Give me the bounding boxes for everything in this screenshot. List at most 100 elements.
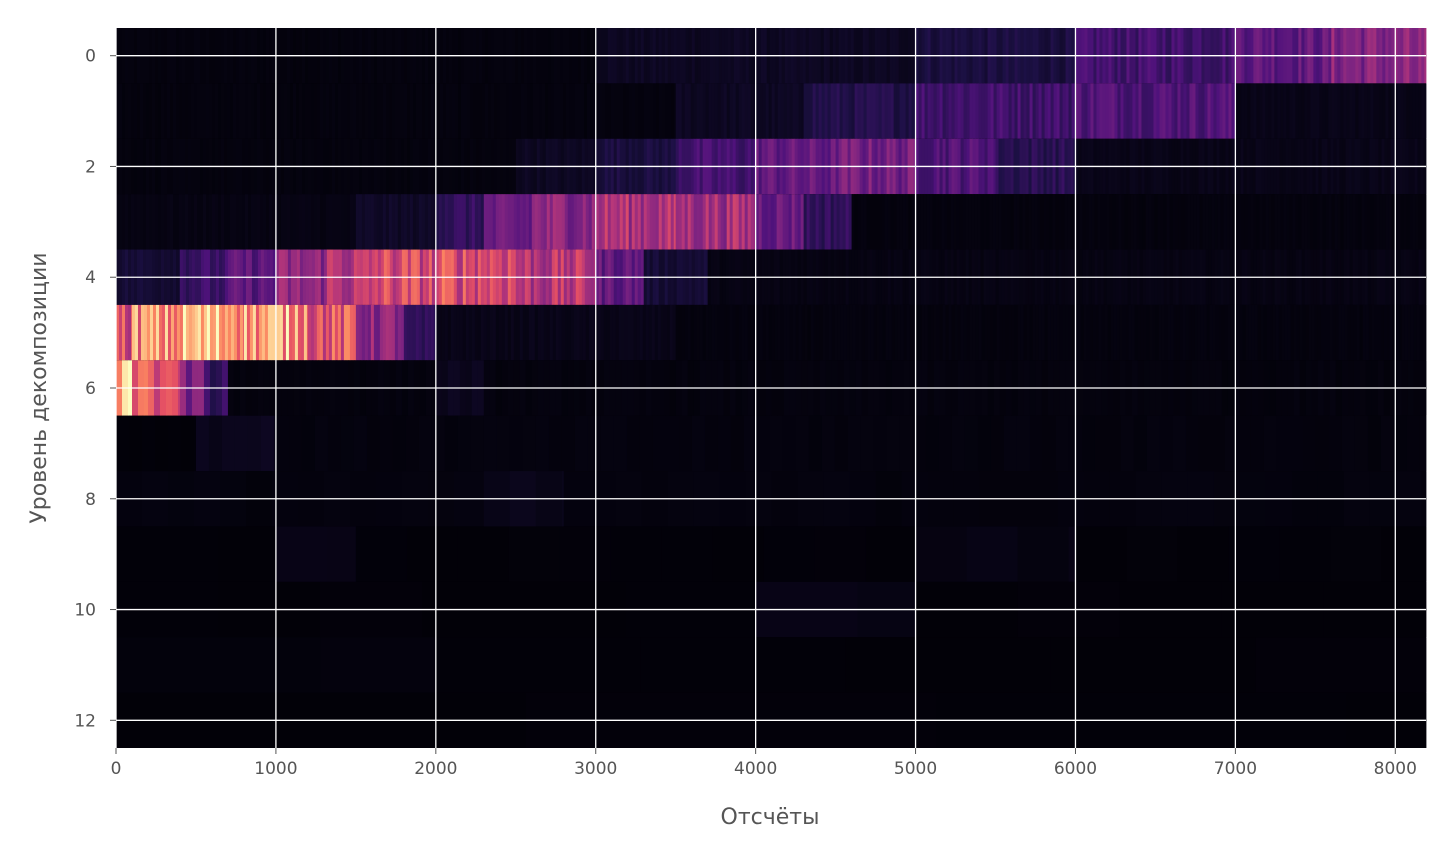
y-tick-label: 12 xyxy=(74,711,96,731)
heatmap-cell xyxy=(1326,304,1331,361)
heatmap-cell xyxy=(332,194,336,250)
heatmap-cell xyxy=(1415,194,1419,250)
heatmap-cell xyxy=(1084,83,1088,139)
heatmap-cell xyxy=(797,194,802,250)
heatmap-cell xyxy=(621,304,626,361)
heatmap-cell xyxy=(498,194,503,250)
heatmap-cell xyxy=(1379,194,1383,250)
heatmap-cell xyxy=(723,194,728,250)
heatmap-cell xyxy=(340,304,345,361)
heatmap-cell xyxy=(327,415,342,472)
heatmap-cell xyxy=(329,194,333,250)
heatmap-cell xyxy=(1047,83,1051,139)
heatmap-cell xyxy=(1053,304,1058,361)
level-row-7 xyxy=(116,415,1427,472)
heatmap-cell xyxy=(1067,194,1071,250)
heatmap-cell xyxy=(288,415,303,472)
heatmap-cell xyxy=(1191,304,1196,361)
heatmap-cell xyxy=(1406,194,1410,250)
heatmap-cell xyxy=(821,83,826,139)
heatmap-cell xyxy=(1170,304,1175,361)
heatmap-cell xyxy=(969,83,973,139)
heatmap-cell xyxy=(1107,415,1122,472)
heatmap-cell xyxy=(813,304,818,361)
heatmap-cell xyxy=(1161,304,1166,361)
heatmap-cell xyxy=(1150,83,1154,139)
heatmap-cell xyxy=(161,194,165,250)
heatmap-cell xyxy=(847,415,862,472)
heatmap-cell xyxy=(314,194,318,250)
heatmap-cell xyxy=(1177,526,1229,582)
heatmap-cell xyxy=(815,83,820,139)
heatmap-cell xyxy=(1299,304,1304,361)
heatmap-cell xyxy=(1116,304,1121,361)
heatmap-cell xyxy=(209,83,213,139)
heatmap-cell xyxy=(812,83,817,139)
heatmap-cell xyxy=(370,304,375,361)
heatmap-cell xyxy=(350,83,354,139)
heatmap-cell xyxy=(263,194,267,250)
heatmap-cell xyxy=(1314,304,1319,361)
heatmap-cell xyxy=(1350,304,1355,361)
x-tick-label: 6000 xyxy=(1054,759,1097,779)
heatmap-cell xyxy=(1385,83,1389,139)
heatmap-cell xyxy=(684,83,689,139)
heatmap-cell xyxy=(558,304,563,361)
heatmap-cell xyxy=(1122,304,1127,361)
heatmap-cell xyxy=(980,194,984,250)
heatmap-cell xyxy=(464,83,468,139)
heatmap-cell xyxy=(618,304,623,361)
heatmap-cell xyxy=(882,304,887,361)
heatmap-cell xyxy=(131,304,133,361)
heatmap-cell xyxy=(782,194,787,250)
heatmap-cell xyxy=(344,83,348,139)
heatmap-cell xyxy=(142,415,156,472)
heatmap-cell xyxy=(1413,304,1418,361)
heatmap-cell xyxy=(1419,415,1427,472)
heatmap-cell xyxy=(391,304,396,361)
heatmap-cell xyxy=(1011,304,1016,361)
heatmap-cell xyxy=(1418,83,1422,139)
heatmap-cell xyxy=(717,304,722,361)
heatmap-cell xyxy=(610,526,663,582)
heatmap-cell xyxy=(720,83,725,139)
heatmap-cell xyxy=(380,83,384,139)
heatmap-cell xyxy=(660,304,665,361)
heatmap-cell xyxy=(567,194,572,250)
heatmap-cell xyxy=(1295,83,1299,139)
heatmap-cell xyxy=(549,194,554,250)
heatmap-cell xyxy=(1225,83,1229,139)
heatmap-cell xyxy=(269,194,273,250)
heatmap-cell xyxy=(548,83,552,139)
heatmap-cell xyxy=(498,304,503,361)
heatmap-cell xyxy=(227,194,231,250)
heatmap-cell xyxy=(768,304,773,361)
heatmap-cell xyxy=(834,304,839,361)
heatmap-cell xyxy=(1256,194,1260,250)
heatmap-cell xyxy=(993,83,997,139)
heatmap-cell xyxy=(1061,194,1065,250)
heatmap-cell xyxy=(266,194,270,250)
heatmap-cell xyxy=(373,194,378,250)
heatmap-cell xyxy=(857,194,861,250)
heatmap-cell xyxy=(738,83,743,139)
heatmap-cell xyxy=(747,304,752,361)
heatmap-cell xyxy=(1135,83,1139,139)
level-row-1 xyxy=(116,83,1427,139)
heatmap-cell xyxy=(1103,194,1107,250)
heatmap-cell xyxy=(1364,194,1368,250)
heatmap-cell xyxy=(1381,526,1427,582)
heatmap-cell xyxy=(134,83,138,139)
heatmap-cell xyxy=(1356,304,1361,361)
heatmap-cell xyxy=(319,304,324,361)
heatmap-cell xyxy=(924,83,928,139)
heatmap-cell xyxy=(158,194,162,250)
heatmap-cell xyxy=(601,194,606,250)
heatmap-cell xyxy=(597,304,602,361)
heatmap-cell xyxy=(1370,194,1374,250)
heatmap-cell xyxy=(930,304,935,361)
heatmap-cell xyxy=(459,194,464,250)
heatmap-cell xyxy=(1055,415,1070,472)
heatmap-cell xyxy=(281,83,285,139)
heatmap-cell xyxy=(167,83,171,139)
